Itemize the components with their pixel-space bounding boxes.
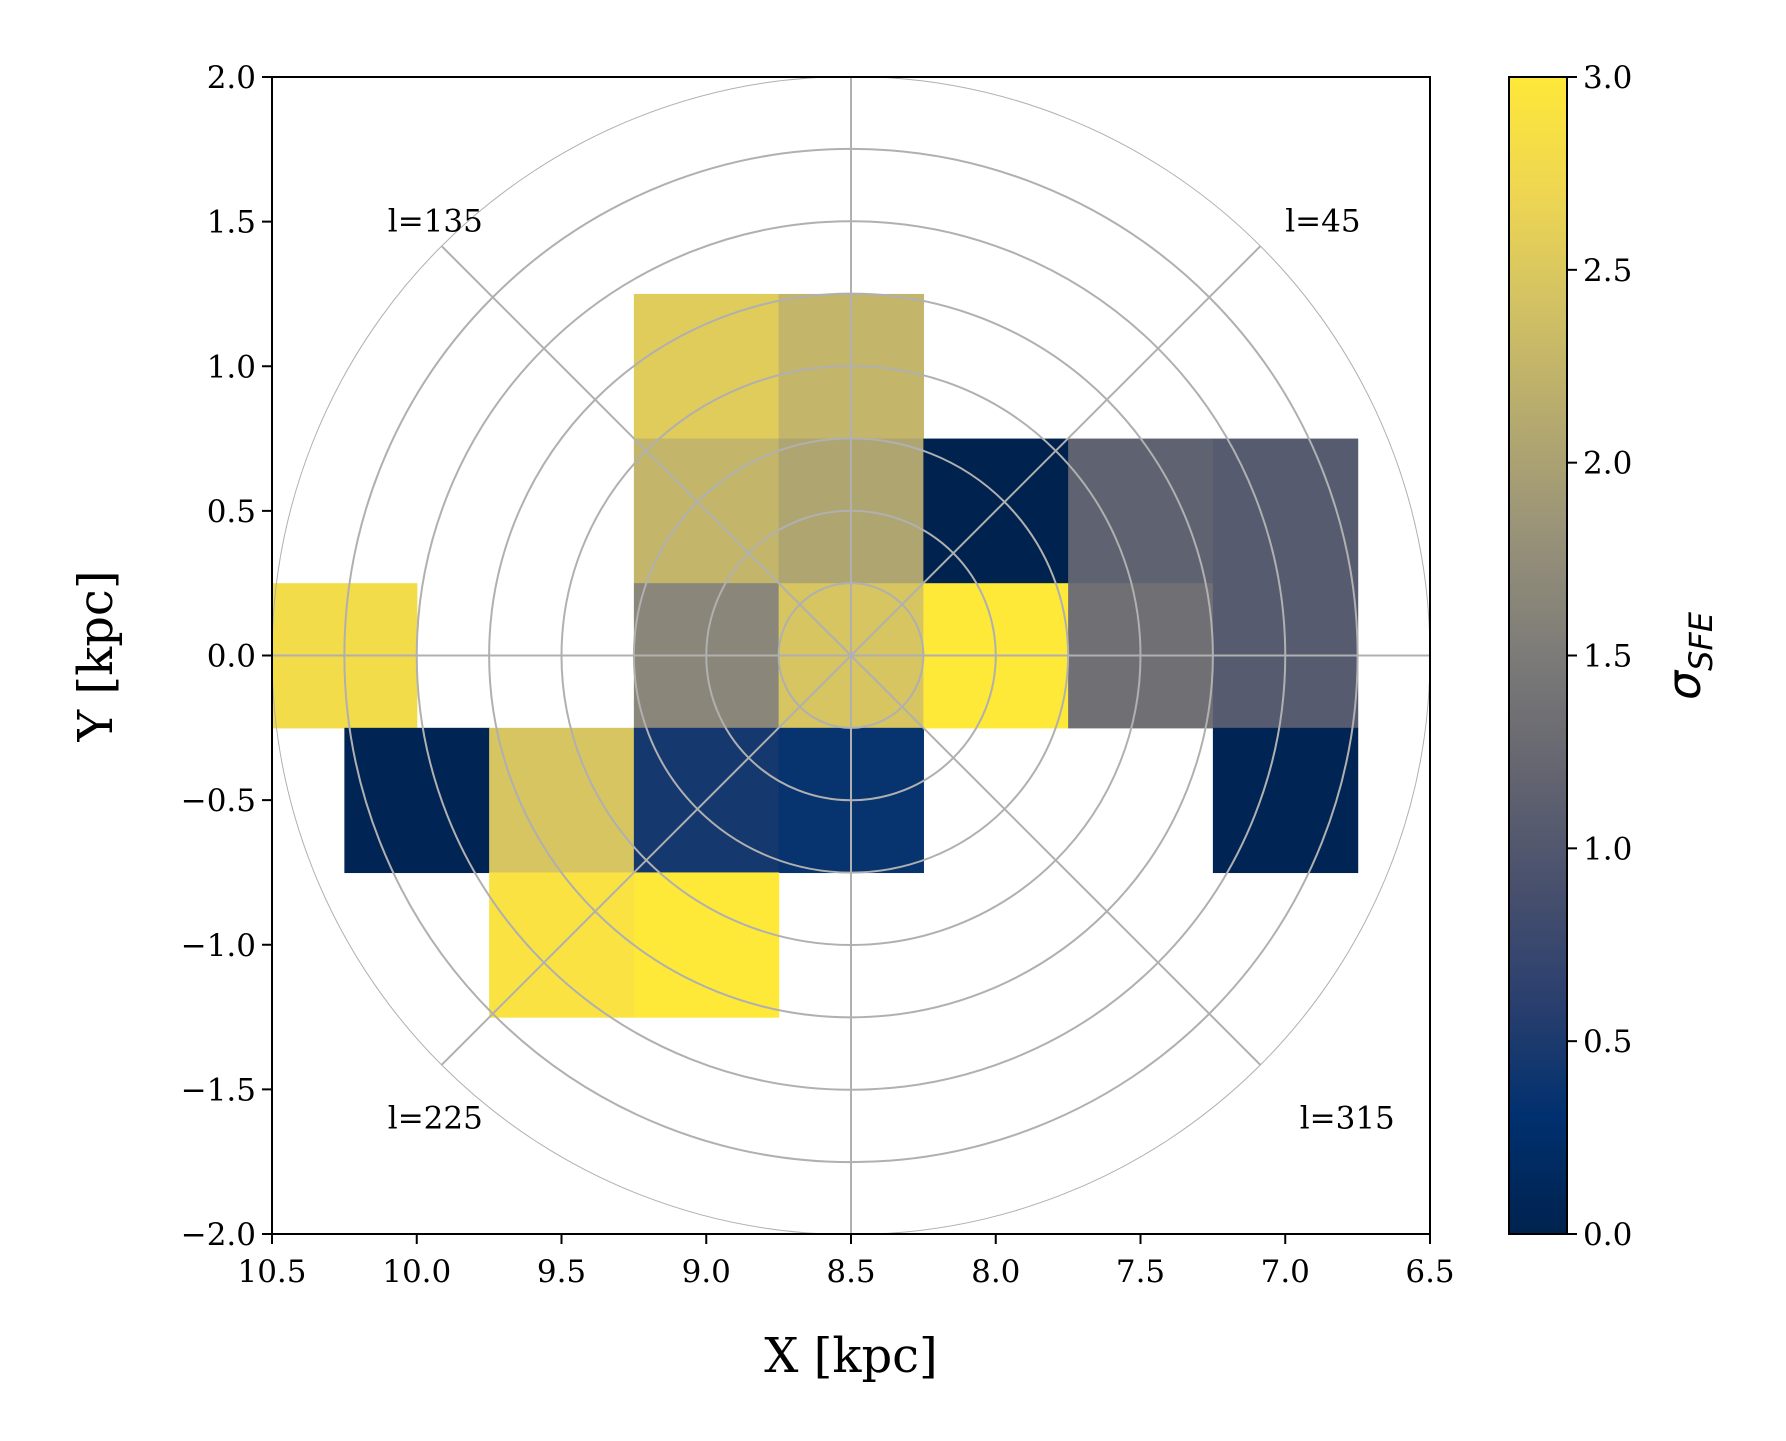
colorbar-tick-label: 2.5	[1583, 253, 1632, 289]
colorbar-label: σSFE	[1657, 611, 1720, 700]
x-tick-label: 10.5	[237, 1254, 306, 1290]
colorbar-tick-label: 1.5	[1583, 639, 1632, 675]
grid-spoke	[850, 245, 1262, 657]
longitude-label: l=315	[1300, 1100, 1395, 1136]
y-tick-label: 1.0	[207, 349, 256, 385]
y-tick-label: 2.0	[207, 60, 256, 96]
x-tick-label: 8.0	[971, 1254, 1020, 1290]
colorbar-tick-label: 2.0	[1583, 446, 1632, 482]
x-tick-label: 9.0	[682, 1254, 731, 1290]
heatmap-cell	[489, 727, 635, 874]
heatmap-cell	[1212, 438, 1359, 584]
grid-spoke	[440, 654, 852, 1066]
heatmap-cell	[633, 293, 780, 440]
heatmap-cell	[1068, 438, 1214, 584]
heatmap-cell	[1212, 727, 1359, 874]
y-tick-label: −1.5	[181, 1072, 256, 1108]
longitude-annotations: l=135 l=45 l=225 l=315	[388, 204, 1395, 1137]
x-tick-label: 7.5	[1116, 1254, 1165, 1290]
x-tick-label: 8.5	[826, 1254, 875, 1290]
x-axis-ticks: 10.5 10.0 9.5 9.0 8.5 8.0 7.5 7.0 6.5	[237, 1234, 1455, 1290]
colorbar-label-sub: SFE	[1682, 611, 1720, 671]
y-tick-label: 0.5	[207, 494, 256, 530]
y-axis-title: Y [kpc]	[68, 570, 124, 742]
x-tick-label: 10.0	[382, 1254, 451, 1290]
polar-grid	[272, 77, 1430, 1234]
x-tick-label: 9.5	[537, 1254, 586, 1290]
y-axis-ticks: −2.0 −1.5 −1.0 −0.5 0.0 0.5 1.0 1.5 2.0	[181, 60, 272, 1253]
x-tick-label: 6.5	[1405, 1254, 1454, 1290]
y-tick-label: 1.5	[207, 205, 256, 241]
grid-spoke	[850, 654, 1262, 1066]
heatmap-cell	[633, 872, 780, 1018]
x-axis-title: X [kpc]	[764, 1328, 938, 1384]
colorbar-tick-label: 0.5	[1583, 1024, 1632, 1060]
longitude-label: l=45	[1285, 204, 1360, 240]
longitude-label: l=225	[388, 1100, 483, 1136]
grid-spoke	[440, 245, 852, 657]
y-tick-label: −1.0	[181, 928, 256, 964]
colorbar-tick-label: 0.0	[1583, 1217, 1632, 1253]
colorbar-gradient	[1508, 76, 1568, 1235]
y-tick-label: −0.5	[181, 783, 256, 819]
heatmap-cell	[344, 727, 490, 874]
y-tick-label: −2.0	[181, 1217, 256, 1253]
colorbar-tick-label: 1.0	[1583, 831, 1632, 867]
colorbar-ticks: 0.0 0.5 1.0 1.5 2.0 2.5 3.0	[1567, 60, 1632, 1253]
x-tick-label: 7.0	[1261, 1254, 1310, 1290]
colorbar-label-base: σ	[1657, 669, 1711, 700]
longitude-label: l=135	[388, 204, 483, 240]
colorbar-tick-label: 3.0	[1583, 60, 1632, 96]
y-tick-label: 0.0	[207, 639, 256, 675]
